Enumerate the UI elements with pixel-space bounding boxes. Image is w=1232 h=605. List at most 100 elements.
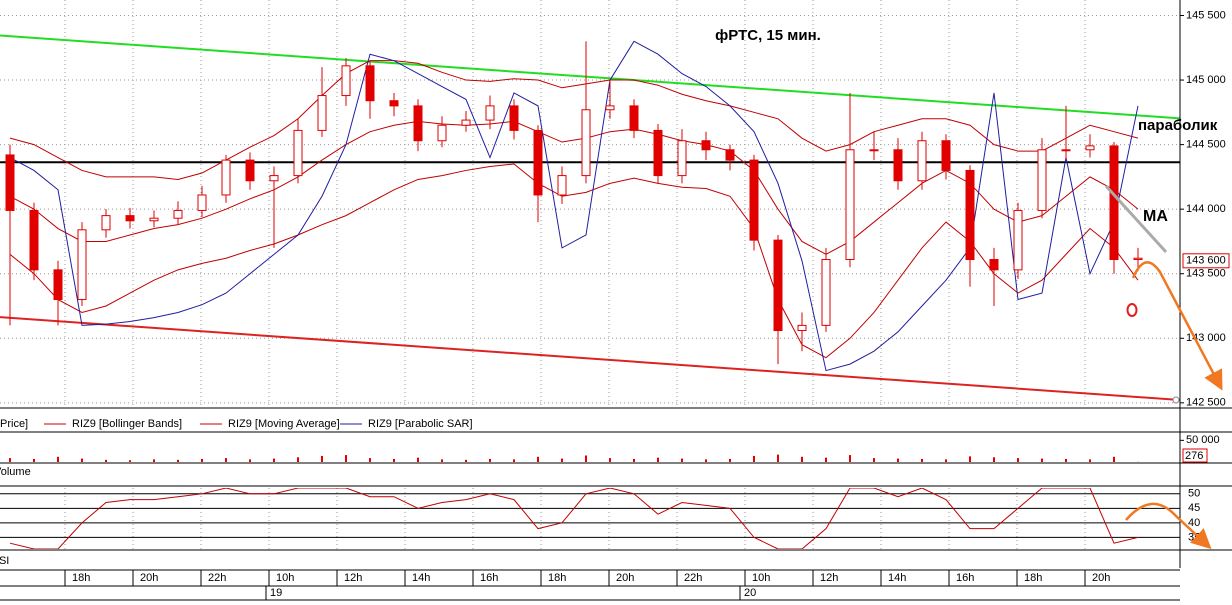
candle-body — [701, 140, 711, 151]
x-tick-label: 12h — [820, 572, 838, 584]
candle-body — [197, 194, 207, 211]
candle-body — [413, 105, 423, 142]
candle-body — [1061, 149, 1071, 152]
x-tick-label: 14h — [412, 572, 430, 584]
candle-body — [797, 324, 807, 332]
chart-title: фРТС, 15 мин. — [715, 27, 821, 44]
candle-body — [437, 124, 447, 142]
candle-body — [1133, 257, 1143, 261]
candle-body — [821, 259, 831, 326]
x-tick-label: 16h — [956, 572, 974, 584]
forecast-arrow — [1125, 502, 1212, 550]
candle-body — [5, 154, 15, 211]
candle-body — [629, 105, 639, 131]
candle-body — [917, 140, 927, 182]
candle-body — [365, 65, 375, 102]
candle-body — [1109, 145, 1119, 261]
legend-label: RIZ9 [Moving Average] — [228, 418, 340, 430]
volume-label: 276 — [1185, 450, 1203, 462]
candle-body — [869, 149, 879, 152]
x-tick-label: 16h — [480, 572, 498, 584]
candle-body — [317, 95, 327, 131]
candle-body — [293, 129, 303, 177]
x-tick-label: 22h — [208, 572, 226, 584]
x-tick-label: 18h — [72, 572, 90, 584]
candle-body — [149, 217, 159, 222]
y-tick-label: 45 — [1188, 502, 1200, 514]
candle-body — [533, 129, 543, 196]
candle-body — [677, 140, 687, 177]
candle-body — [605, 105, 615, 111]
main-plot — [0, 0, 1180, 408]
candle-body — [725, 149, 735, 161]
candle-body — [989, 259, 999, 271]
y-tick-label: 142 500 — [1186, 397, 1226, 409]
x-tick-label: 20h — [616, 572, 634, 584]
candle-body — [845, 149, 855, 261]
y-tick-label: 40 — [1188, 517, 1200, 529]
candle-body — [77, 229, 87, 301]
candle-body — [101, 215, 111, 231]
y-tick-label: 50 — [1188, 488, 1200, 500]
candle-body — [1013, 209, 1023, 271]
candle-body — [509, 105, 519, 131]
overlay-line — [9, 40, 1139, 372]
marker-circle — [1126, 303, 1138, 317]
candle-body — [941, 140, 951, 171]
candle-body — [221, 159, 231, 196]
candle-body — [773, 239, 783, 332]
x-tick-label: 10h — [276, 572, 294, 584]
candle-body — [389, 100, 399, 107]
candle-body — [653, 129, 663, 177]
annotation: MA — [1143, 208, 1168, 225]
forecast-line — [1104, 184, 1168, 254]
x-tick-label: 18h — [548, 572, 566, 584]
candle-body — [893, 149, 903, 182]
candle-body — [53, 269, 63, 301]
candle-body — [749, 159, 759, 241]
candle-body — [965, 169, 975, 261]
candle-body — [245, 159, 255, 182]
candle-body — [1037, 149, 1047, 211]
y-tick-label: 50 000 — [1186, 434, 1220, 446]
candle-body — [29, 209, 39, 271]
marker-circle — [1172, 396, 1180, 404]
x-tick-label: 14h — [888, 572, 906, 584]
volume-label-box — [1182, 448, 1208, 463]
y-tick-label: 143 500 — [1186, 268, 1226, 280]
x-tick-label: 12h — [344, 572, 362, 584]
candle-body — [557, 175, 567, 196]
candle-body — [461, 119, 471, 126]
y-tick-label: 145 500 — [1186, 9, 1226, 21]
x-tick-label: 18h — [1024, 572, 1042, 584]
candle-body — [125, 215, 135, 222]
x-tick-label: 10h — [752, 572, 770, 584]
overlay-line — [9, 60, 1139, 180]
legend-label: Price] — [0, 418, 28, 430]
price-label: 143 600 — [1186, 255, 1226, 267]
date-label: 20 — [744, 587, 756, 599]
y-tick-label: 144 500 — [1186, 139, 1226, 151]
price-label-box — [1182, 253, 1230, 269]
y-tick-label: 145 000 — [1186, 74, 1226, 86]
annotation: параболик — [1138, 117, 1218, 134]
rsi-plot — [9, 488, 1139, 549]
y-tick-label: 144 000 — [1186, 203, 1226, 215]
x-tick-label: 22h — [684, 572, 702, 584]
candle-body — [485, 105, 495, 121]
candle-body — [173, 209, 183, 219]
x-tick-label: 20h — [1092, 572, 1110, 584]
legend-label: RIZ9 [Parabolic SAR] — [368, 418, 473, 430]
legend-label: RIZ9 [Bollinger Bands] — [72, 418, 182, 430]
candle-body — [269, 175, 279, 182]
candle-body — [341, 65, 351, 97]
trend-line — [0, 34, 1180, 120]
rsi-line — [9, 488, 1139, 549]
panel-label: Volume — [0, 466, 31, 478]
candle-body — [581, 109, 591, 177]
panel-label: RSI — [0, 555, 9, 567]
overlay-line — [9, 163, 1139, 359]
